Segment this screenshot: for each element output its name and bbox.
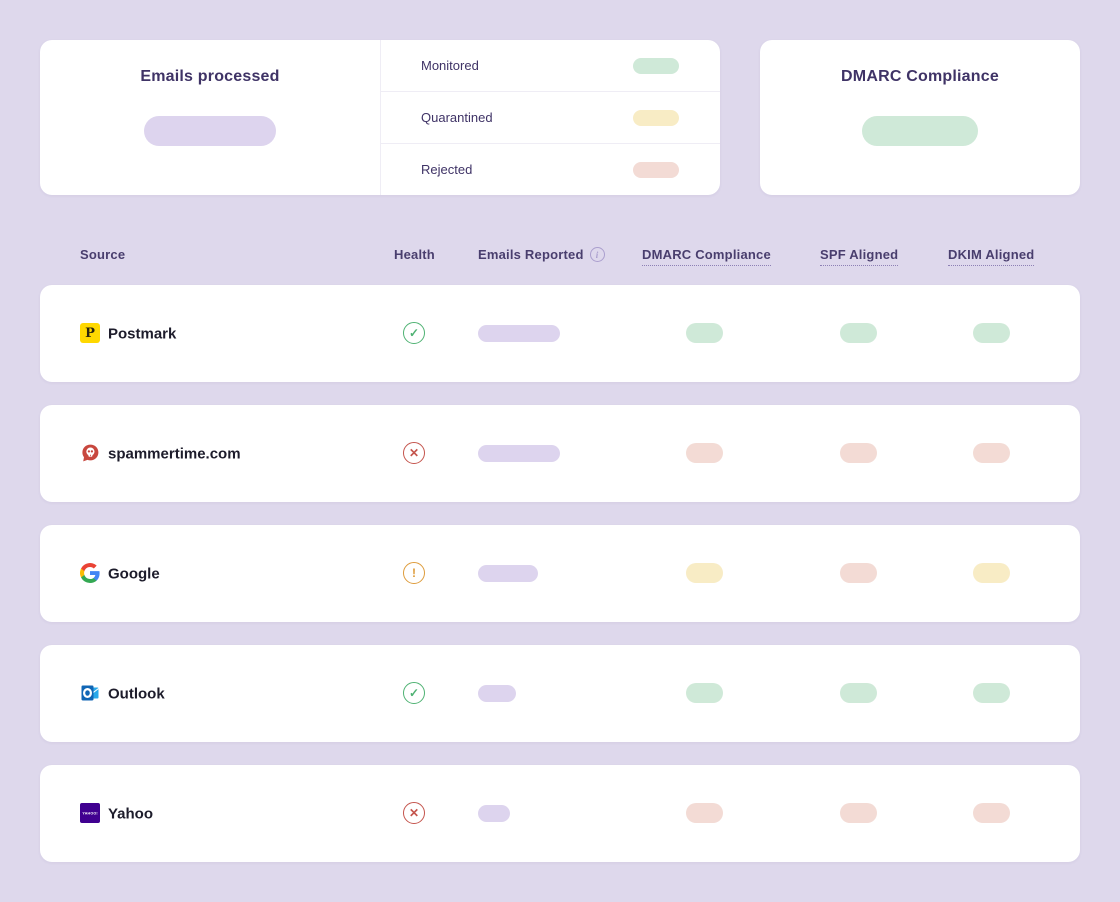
legend-row-quarantined: Quarantined: [381, 91, 720, 143]
health-badge: ✕: [403, 442, 425, 464]
legend-row-rejected: Rejected: [381, 143, 720, 195]
source-row-postmark[interactable]: P Postmark ✓: [40, 285, 1080, 382]
dmarc-compliance-card: DMARC Compliance: [760, 40, 1080, 195]
spam-skull-icon: [80, 443, 100, 463]
source-row-outlook[interactable]: Outlook ✓: [40, 645, 1080, 742]
emails-reported-pill: [478, 565, 538, 582]
emails-processed-title: Emails processed: [140, 68, 280, 85]
quarantined-value-pill: [633, 109, 679, 126]
source-row-spammertime[interactable]: spammertime.com ✕: [40, 405, 1080, 502]
postmark-icon: P: [80, 323, 100, 343]
health-badge: ✕: [403, 802, 425, 824]
dmarc-pill: [686, 803, 723, 823]
health-badge: ✓: [403, 322, 425, 344]
spf-pill: [840, 803, 877, 823]
dmarc-pill: [686, 683, 723, 703]
outlook-icon: [80, 683, 100, 703]
column-header-source: Source: [80, 247, 126, 262]
emails-reported-label: Emails Reported: [478, 247, 584, 262]
dmarc-pill: [686, 443, 723, 463]
legend-row-monitored: Monitored: [381, 40, 720, 91]
emails-reported-pill: [478, 805, 510, 822]
dmarc-pill: [686, 323, 723, 343]
emails-reported-pill: [478, 325, 560, 342]
emails-reported-pill: [478, 685, 516, 702]
spf-pill: [840, 443, 877, 463]
dmarc-compliance-value-pill: [862, 116, 978, 146]
column-header-health: Health: [394, 247, 435, 262]
spf-pill: [840, 323, 877, 343]
dmarc-pill: [686, 563, 723, 583]
dkim-pill: [973, 803, 1010, 823]
column-header-emails-reported: Emails Reported i: [478, 247, 605, 262]
emails-processed-value-pill: [144, 116, 276, 146]
rejected-value-pill: [633, 161, 679, 178]
yahoo-icon-text: YAHOO!: [82, 810, 98, 816]
health-badge: !: [403, 562, 425, 584]
emails-processed-pane: Emails processed: [40, 40, 380, 195]
health-badge: ✓: [403, 682, 425, 704]
emails-processed-card: Emails processed Monitored Quarantined R…: [40, 40, 720, 195]
dmarc-compliance-title: DMARC Compliance: [841, 68, 999, 85]
source-name: Outlook: [108, 685, 165, 702]
source-name: Yahoo: [108, 805, 154, 822]
rejected-label: Rejected: [421, 162, 473, 177]
source-name: Google: [108, 565, 160, 582]
google-icon: [80, 563, 100, 583]
dkim-pill: [973, 563, 1010, 583]
emails-reported-pill: [478, 445, 560, 462]
monitored-label: Monitored: [421, 58, 479, 73]
column-header-spf-aligned[interactable]: SPF Aligned: [820, 247, 899, 266]
quarantined-label: Quarantined: [421, 110, 493, 125]
source-row-yahoo[interactable]: YAHOO! Yahoo ✕: [40, 765, 1080, 862]
yahoo-icon: YAHOO!: [80, 803, 100, 823]
column-header-dkim-aligned[interactable]: DKIM Aligned: [948, 247, 1035, 266]
spf-pill: [840, 683, 877, 703]
source-name: spammertime.com: [108, 445, 241, 462]
info-icon[interactable]: i: [589, 247, 605, 262]
column-header-dmarc-compliance[interactable]: DMARC Compliance: [642, 247, 771, 266]
emails-breakdown-pane: Monitored Quarantined Rejected: [380, 40, 720, 195]
monitored-value-pill: [633, 57, 679, 74]
source-row-google[interactable]: Google !: [40, 525, 1080, 622]
dkim-pill: [973, 683, 1010, 703]
spf-pill: [840, 563, 877, 583]
dkim-pill: [973, 323, 1010, 343]
source-name: Postmark: [108, 325, 177, 342]
dkim-pill: [973, 443, 1010, 463]
